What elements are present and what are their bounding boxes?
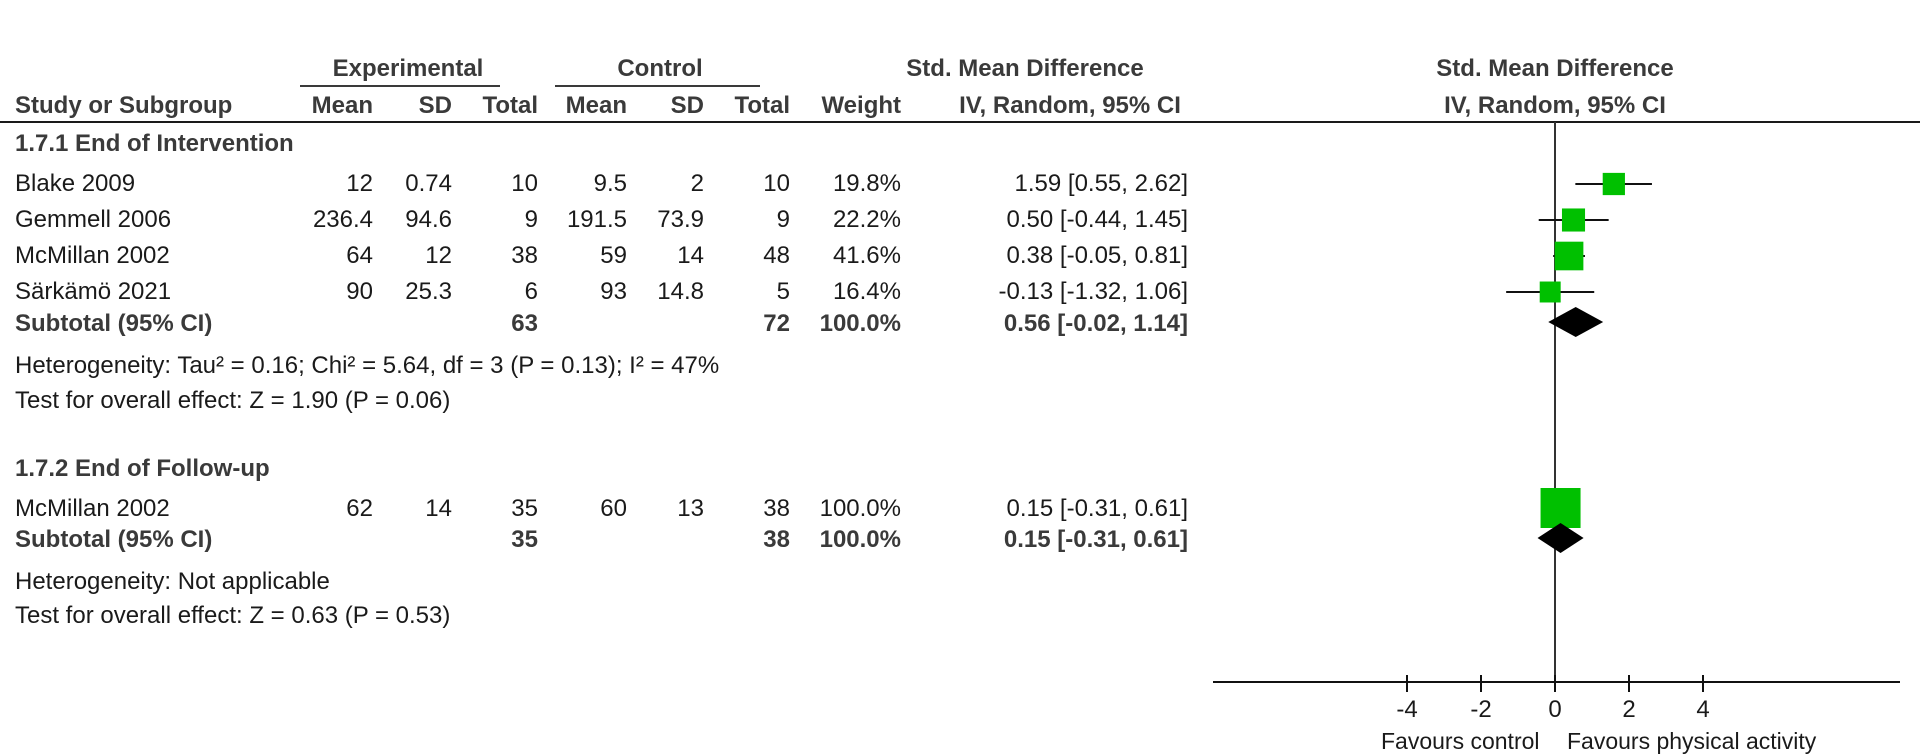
favours-physical-activity-label: Favours physical activity [1567,728,1817,754]
exp-sd: 0.74 [405,170,452,197]
ctrl-sd: 13 [677,495,704,522]
exp-mean: 12 [346,170,373,197]
overall-effect-text: Test for overall effect: Z = 0.63 (P = 0… [15,602,451,629]
ctrl-total: 10 [763,170,790,197]
subtotal-ci: 0.15 [-0.31, 0.61] [1003,526,1188,553]
ctrl-mean: 59 [600,242,627,269]
study-name: McMillan 2002 [15,242,170,269]
exp-sd: 94.6 [405,206,452,233]
ctrl-sd: 14.8 [657,278,704,305]
x-axis-tick-label: 4 [1696,696,1709,723]
study-name: McMillan 2002 [15,495,170,522]
ctrl-sd: 14 [677,242,704,269]
ctrl-total: 48 [763,242,790,269]
ctrl-total-header: Total [734,92,790,119]
ctrl-sd-header: SD [670,92,704,119]
subtotal-diamond [1537,523,1584,553]
ctrl-sd: 73.9 [657,206,704,233]
exp-total: 6 [524,278,538,305]
smd-ci: 1.59 [0.55, 2.62] [1014,170,1188,197]
heterogeneity-text: Heterogeneity: Not applicable [15,568,330,595]
subtotal-label: Subtotal (95% CI) [15,310,213,337]
subtotal-ctrl-total: 72 [763,310,790,337]
subtotal-label: Subtotal (95% CI) [15,526,213,553]
study-effect-square [1540,488,1581,528]
method-column-header: IV, Random, 95% CI [959,92,1181,119]
header-rule [0,121,1920,123]
study-effect-square [1539,281,1561,303]
exp-sd-header: SD [418,92,452,119]
weight: 100.0% [819,495,901,522]
smd-ci: 0.38 [-0.05, 0.81] [1006,242,1188,269]
ctrl-sd: 2 [690,170,704,197]
study-effect-square [1554,241,1584,271]
exp-sd: 12 [425,242,452,269]
subtotal-exp-total: 63 [511,310,538,337]
exp-total-header: Total [482,92,538,119]
subtotal-diamond [1548,307,1604,337]
study-name: Gemmell 2006 [15,206,172,233]
exp-total: 38 [511,242,538,269]
ctrl-total: 5 [776,278,790,305]
study-effect-square [1561,208,1586,232]
x-axis-tick-label: 2 [1622,696,1635,723]
study-header: Study or Subgroup [15,92,233,119]
subtotal-weight: 100.0% [819,310,901,337]
favours-control-label: Favours control [1381,728,1540,754]
study-name: Särkämö 2021 [15,278,172,305]
weight-header: Weight [821,92,901,119]
control-header-underline [555,85,760,87]
exp-mean: 62 [346,495,373,522]
exp-total: 35 [511,495,538,522]
subtotal-ctrl-total: 38 [763,526,790,553]
smd-ci: 0.50 [-0.44, 1.45] [1006,206,1188,233]
control-header: Control [617,55,703,82]
ctrl-mean: 9.5 [593,170,627,197]
exp-sd: 25.3 [405,278,452,305]
smd-ci: 0.15 [-0.31, 0.61] [1006,495,1188,522]
exp-mean: 236.4 [312,206,373,233]
ctrl-mean: 60 [600,495,627,522]
experimental-header-underline [300,85,500,87]
x-axis-tick-label: -2 [1470,696,1491,723]
exp-total: 10 [511,170,538,197]
experimental-header: Experimental [332,55,484,82]
x-axis-tick-label: -4 [1396,696,1417,723]
subtotal-ci: 0.56 [-0.02, 1.14] [1003,310,1188,337]
weight: 22.2% [832,206,901,233]
ctrl-mean: 191.5 [566,206,627,233]
smd-ci: -0.13 [-1.32, 1.06] [998,278,1188,305]
ctrl-mean: 93 [600,278,627,305]
subtotal-exp-total: 35 [511,526,538,553]
exp-mean: 90 [346,278,373,305]
ctrl-mean-header: Mean [565,92,627,119]
x-axis-tick-label: 0 [1548,696,1561,723]
weight: 19.8% [832,170,901,197]
study-effect-square [1602,172,1625,196]
overall-effect-text: Test for overall effect: Z = 1.90 (P = 0… [15,387,451,414]
ctrl-total: 9 [776,206,790,233]
group-title: 1.7.2 End of Follow-up [15,455,270,482]
exp-total: 9 [524,206,538,233]
weight: 41.6% [832,242,901,269]
exp-sd: 14 [425,495,452,522]
subtotal-weight: 100.0% [819,526,901,553]
smd-column-header: Std. Mean Difference [906,55,1144,82]
exp-mean-header: Mean [311,92,373,119]
group-title: 1.7.1 End of Intervention [15,130,294,157]
smd-plot-header: Std. Mean Difference [1436,55,1674,82]
ctrl-total: 38 [763,495,790,522]
exp-mean: 64 [346,242,373,269]
weight: 16.4% [832,278,901,305]
study-name: Blake 2009 [15,170,136,197]
heterogeneity-text: Heterogeneity: Tau² = 0.16; Chi² = 5.64,… [15,352,720,379]
method-plot-header: IV, Random, 95% CI [1444,92,1666,119]
